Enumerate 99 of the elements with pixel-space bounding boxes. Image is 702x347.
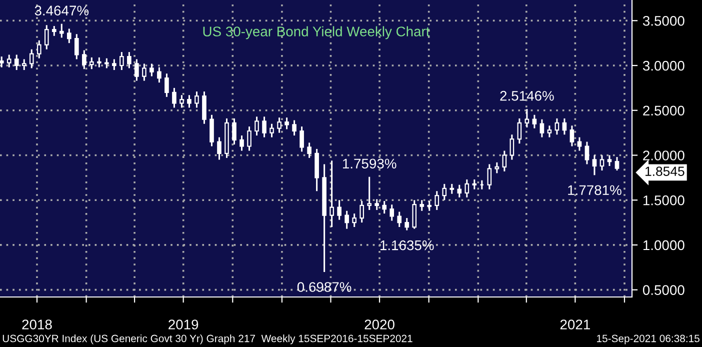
candlestick [442,183,447,201]
candlestick [337,199,342,221]
candlestick [82,49,86,70]
x-tick-label: 2020 [364,320,394,330]
candlestick [532,114,537,130]
candlestick [502,150,507,172]
candlestick [22,58,26,71]
candlestick [412,199,417,230]
x-tick-label: 2018 [22,320,52,330]
candlestick [0,56,4,68]
annotation: 1.1635% [380,240,434,250]
candlestick [97,56,102,68]
candlestick [577,136,582,152]
text: US 30-year Bond Yield Weekly Chart [203,26,430,40]
candlestick [52,25,56,37]
annotation: 2.5146% [500,90,554,101]
candlestick [150,62,154,78]
annotation: 1.7781% [568,185,622,196]
candlestick [420,199,424,212]
candlestick [254,116,259,136]
candlestick [194,90,199,108]
candlestick [472,178,477,190]
candlestick [180,94,184,108]
annotation: 1.8545 [646,166,684,176]
candlestick [307,142,312,159]
candlestick [217,136,222,160]
candlestick [360,200,364,224]
candlestick [112,58,116,71]
candlestick [44,24,49,50]
candlestick [397,210,402,228]
candlestick [457,184,462,198]
candlestick [300,126,304,152]
candlestick [404,217,410,232]
y-tick-label: 2.0000 [643,150,684,160]
candlestick [284,116,289,130]
x-tick-label: 2019 [168,320,198,330]
y-tick-label: 3.0000 [642,60,684,71]
candlestick [187,94,192,108]
candlestick [14,54,19,71]
candlestick [330,160,334,228]
y-tick-label: 1.0000 [643,240,684,250]
candlestick [6,54,12,68]
candlestick [277,116,282,134]
candlestick [270,123,274,138]
candlestick [584,141,590,165]
candlestick [450,183,454,195]
candlestick [127,51,132,69]
candlestick [540,118,544,138]
candlestick [487,163,492,190]
candlestick [164,72,169,98]
candlestick [614,156,620,172]
candlestick [517,118,522,144]
candlestick [607,154,612,167]
candlestick [464,178,470,198]
candlestick [344,210,349,230]
x-tick-label: 2021 [560,320,590,330]
candlestick [142,62,146,82]
candlestick [562,118,567,136]
candlestick [570,124,574,148]
y-tick-label: 0.5000 [642,285,684,295]
candlestick [247,126,252,152]
candlestick [434,190,440,211]
y-tick-label: 3.5000 [642,16,684,26]
candlestick [157,66,162,84]
candlestick [374,198,380,211]
candlestick [390,204,394,222]
candlestick [120,51,124,71]
annotation: 3.4647% [34,6,89,16]
candlestick [202,90,206,125]
candlestick [554,118,560,136]
candlestick [510,134,514,160]
candlestick [382,200,387,214]
candlestick [90,56,94,70]
candlestick [29,48,34,69]
candlestick [232,118,236,146]
candlestick [74,33,79,60]
candlestick [292,119,296,136]
candlestick [600,154,604,172]
candlestick [36,40,42,60]
candlestick [66,28,72,44]
candlestick [262,116,266,138]
text: USGG30YR Index (US Generic Govt 30 Yr) Graph 217 Weekly 15SEP2016-15SEP2021 [2,334,412,344]
candlestick [547,124,552,138]
y-tick-label: 1.5000 [643,195,684,206]
candlestick [240,134,244,152]
candlestick [352,212,356,228]
candlestick [524,108,530,128]
annotation: 1.7593% [342,158,396,169]
y-tick-label: 2.5000 [643,106,684,116]
candlestick [104,58,109,69]
candlestick [172,87,176,108]
candlestick [427,200,432,212]
annotation: 0.6987% [297,282,352,292]
candlestick [210,114,214,148]
candlestick [59,23,64,38]
candlestick [592,154,597,176]
candlestick [134,58,139,82]
candlestick [367,176,372,211]
text: 15-Sep-2021 06:38:15 [597,334,700,344]
